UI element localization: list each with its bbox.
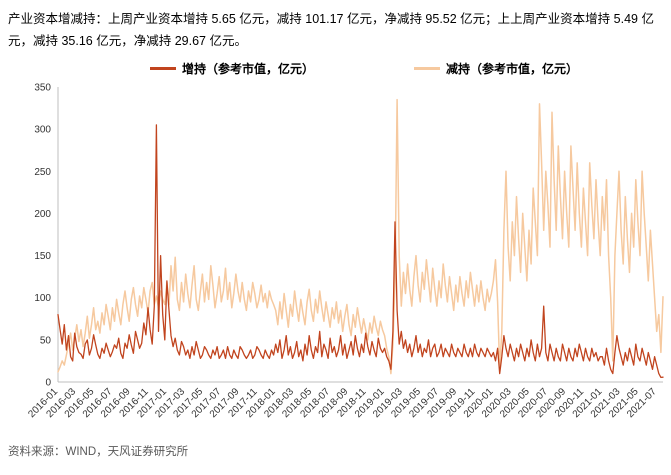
svg-text:200: 200 bbox=[34, 209, 51, 220]
svg-text:100: 100 bbox=[34, 293, 51, 304]
svg-text:250: 250 bbox=[34, 167, 51, 178]
source-attribution: 资料来源：WIND，天风证券研究所 bbox=[8, 446, 189, 458]
svg-text:50: 50 bbox=[40, 335, 52, 346]
svg-text:300: 300 bbox=[34, 125, 51, 136]
svg-text:150: 150 bbox=[34, 251, 51, 262]
chart-legend: 增持（参考市值，亿元） 减持（参考市值，亿元） bbox=[150, 60, 671, 77]
legend-item-increase: 增持（参考市值，亿元） bbox=[150, 60, 314, 77]
legend-item-decrease: 减持（参考市值，亿元） bbox=[414, 60, 578, 77]
chart-plot-area: 0501001502002503003502016-012016-032016-… bbox=[26, 83, 664, 420]
line-chart: 增持（参考市值，亿元） 减持（参考市值，亿元） 0 50 100 150 200 250 3… bbox=[0, 60, 671, 430]
summary-text: 产业资本增减持：上周产业资本增持 5.65 亿元，减持 101.17 亿元，净减… bbox=[8, 12, 654, 48]
series-line-decrease bbox=[57, 98, 664, 375]
svg-text:0: 0 bbox=[45, 378, 51, 389]
svg-text:350: 350 bbox=[34, 83, 51, 94]
increase-line-marker-icon bbox=[150, 67, 176, 70]
legend-label-increase: 增持（参考市值，亿元） bbox=[182, 62, 315, 76]
series-line-increase bbox=[57, 124, 664, 379]
decrease-line-marker-icon bbox=[414, 67, 441, 70]
report-figure-block: 产业资本增减持：上周产业资本增持 5.65 亿元，减持 101.17 亿元，净减… bbox=[0, 12, 671, 458]
legend-label-decrease: 减持（参考市值，亿元） bbox=[446, 62, 579, 76]
